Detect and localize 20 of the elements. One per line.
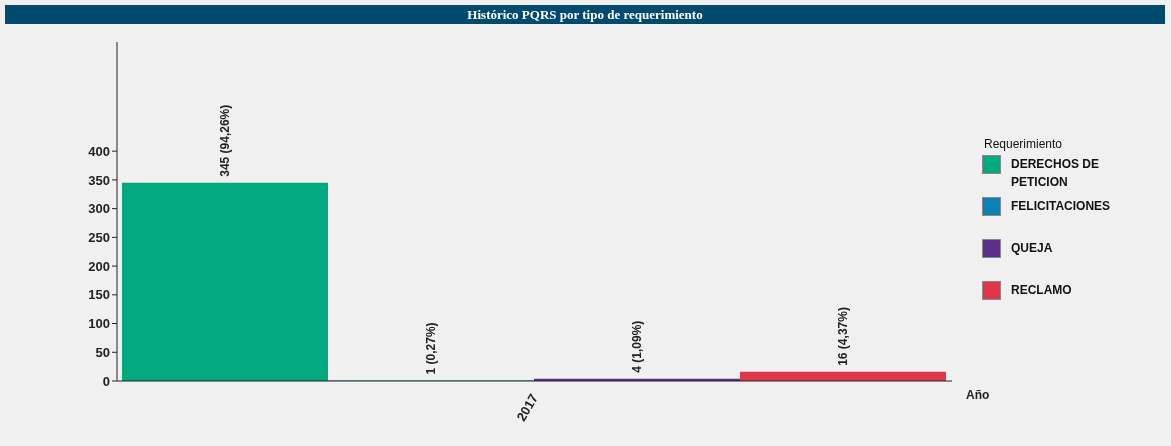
data-label: 16 (4,37%) <box>836 307 850 366</box>
legend-title: Requerimiento <box>984 137 1064 151</box>
data-label: 1 (0,27%) <box>424 322 438 375</box>
legend-label: QUEJA <box>1011 240 1054 257</box>
y-tick-label: 100 <box>88 316 110 332</box>
y-tick-label: 250 <box>88 229 110 245</box>
data-label: 4 (1,09%) <box>630 320 644 373</box>
legend-label: RECLAMO <box>1011 282 1073 299</box>
legend-label: DERECHOS DE PETICION <box>1011 156 1100 191</box>
y-tick-label: 350 <box>88 172 110 188</box>
chart-title: Histórico PQRS por tipo de requerimiento <box>5 5 1165 24</box>
y-tick-label: 50 <box>95 344 110 360</box>
x-axis-title: Año <box>966 388 990 402</box>
data-label: 345 (94,26%) <box>218 104 232 177</box>
y-tick-label: 0 <box>102 373 110 389</box>
y-tick-label: 200 <box>88 258 110 274</box>
y-tick-label: 150 <box>88 287 110 303</box>
legend-label: FELICITACIONES <box>1011 198 1112 215</box>
y-tick-label: 400 <box>88 143 110 159</box>
y-tick-label: 300 <box>88 201 110 217</box>
